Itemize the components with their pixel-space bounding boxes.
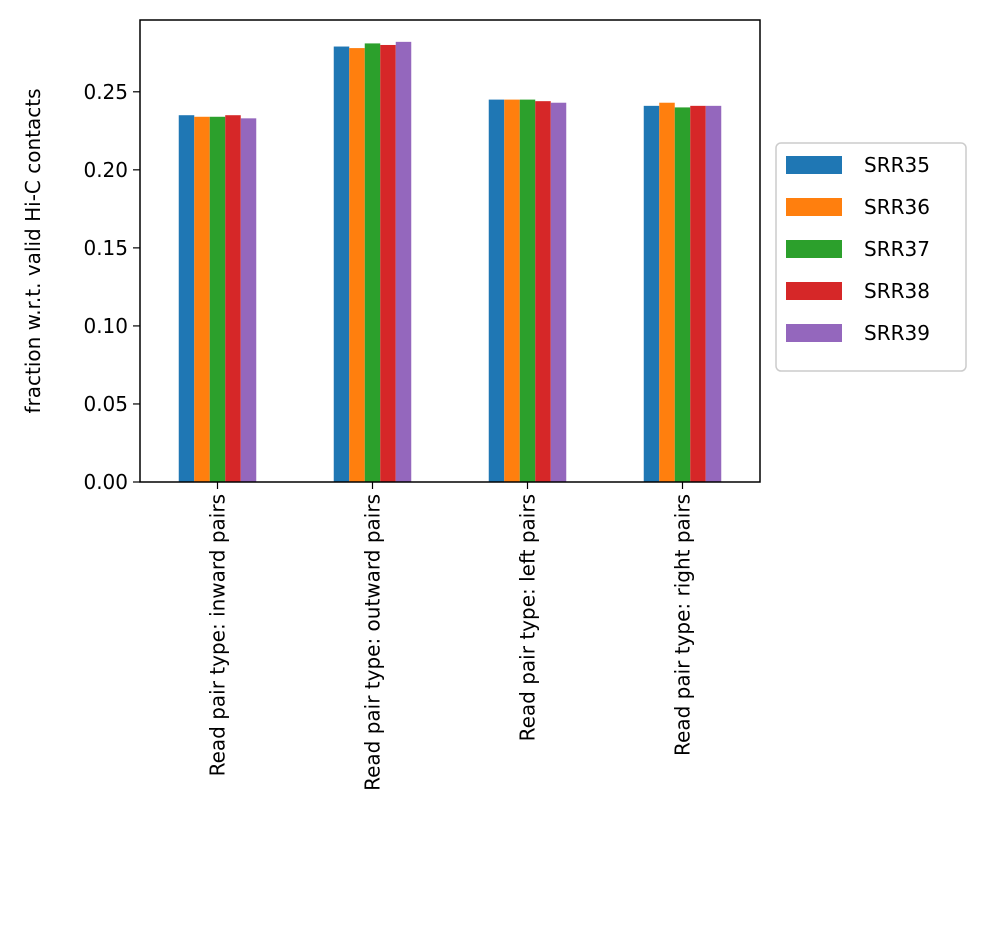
bars-layer: [178, 41, 722, 483]
legend-swatch-srr36: [786, 198, 842, 216]
x-tick-label: Read pair type: inward pairs: [206, 494, 230, 776]
bar-srr35-3: [488, 99, 505, 482]
legend-swatch-srr38: [786, 282, 842, 300]
y-tick-label: 0.00: [83, 470, 128, 494]
legend-swatch-srr39: [786, 324, 842, 342]
y-axis: 0.00 0.05 0.10 0.15 0.20 0.25: [83, 80, 140, 494]
bar-srr39-3: [550, 102, 567, 483]
bar-srr35-2: [333, 46, 350, 482]
bar-srr35-4: [643, 105, 660, 482]
y-axis-label: fraction w.r.t. valid Hi-C contacts: [21, 88, 45, 413]
bar-srr36-3: [504, 99, 520, 482]
y-tick-label: 0.20: [83, 158, 128, 182]
x-tick-label: Read pair type: left pairs: [516, 494, 540, 741]
bar-srr39-4: [705, 105, 722, 482]
bar-srr37-2: [364, 43, 381, 482]
x-tick-label: Read pair type: outward pairs: [361, 494, 385, 791]
legend: SRR35 SRR36 SRR37 SRR38 SRR39: [775, 142, 967, 372]
legend-swatch-srr37: [786, 240, 842, 258]
bar-srr38-4: [690, 105, 706, 482]
legend-label-srr35: SRR35: [864, 153, 930, 177]
bar-srr36-2: [349, 48, 365, 482]
bar-srr37-4: [674, 107, 691, 483]
x-tick-label: Read pair type: right pairs: [671, 494, 695, 756]
bar-srr36-1: [194, 116, 210, 483]
bar-srr38-1: [225, 115, 241, 482]
bar-srr36-4: [659, 102, 675, 483]
bar-srr39-2: [395, 41, 412, 483]
bar-srr38-2: [380, 44, 396, 483]
y-tick-label: 0.15: [83, 236, 128, 260]
y-tick-label: 0.05: [83, 392, 128, 416]
legend-label-srr36: SRR36: [864, 195, 930, 219]
legend-swatch-srr35: [786, 156, 842, 174]
plot-frame: [139, 19, 761, 483]
bar-srr38-3: [535, 101, 551, 482]
x-axis: Read pair type: inward pairs Read pair ty…: [206, 482, 695, 791]
bar-srr37-1: [209, 116, 226, 483]
y-tick-label: 0.25: [83, 80, 128, 104]
y-tick-label: 0.10: [83, 314, 128, 338]
bar-srr37-3: [519, 99, 536, 482]
bar-srr39-1: [240, 118, 257, 482]
legend-label-srr39: SRR39: [864, 321, 930, 345]
bar-srr35-1: [178, 115, 195, 482]
legend-label-srr37: SRR37: [864, 237, 930, 261]
legend-label-srr38: SRR38: [864, 279, 930, 303]
